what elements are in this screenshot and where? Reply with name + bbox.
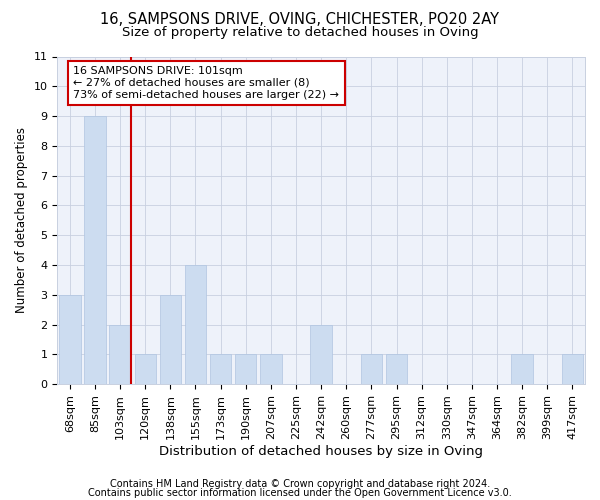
Text: 16, SAMPSONS DRIVE, OVING, CHICHESTER, PO20 2AY: 16, SAMPSONS DRIVE, OVING, CHICHESTER, P…	[101, 12, 499, 28]
Bar	[59, 295, 80, 384]
X-axis label: Distribution of detached houses by size in Oving: Distribution of detached houses by size …	[159, 444, 483, 458]
Bar	[84, 116, 106, 384]
Y-axis label: Number of detached properties: Number of detached properties	[15, 128, 28, 314]
Bar	[361, 354, 382, 384]
Bar	[260, 354, 281, 384]
Text: Contains public sector information licensed under the Open Government Licence v3: Contains public sector information licen…	[88, 488, 512, 498]
Bar	[134, 354, 156, 384]
Bar	[386, 354, 407, 384]
Text: Contains HM Land Registry data © Crown copyright and database right 2024.: Contains HM Land Registry data © Crown c…	[110, 479, 490, 489]
Bar	[185, 265, 206, 384]
Text: 16 SAMPSONS DRIVE: 101sqm
← 27% of detached houses are smaller (8)
73% of semi-d: 16 SAMPSONS DRIVE: 101sqm ← 27% of detac…	[73, 66, 339, 100]
Bar	[160, 295, 181, 384]
Text: Size of property relative to detached houses in Oving: Size of property relative to detached ho…	[122, 26, 478, 39]
Bar	[109, 324, 131, 384]
Bar	[562, 354, 583, 384]
Bar	[511, 354, 533, 384]
Bar	[210, 354, 232, 384]
Bar	[310, 324, 332, 384]
Bar	[235, 354, 256, 384]
